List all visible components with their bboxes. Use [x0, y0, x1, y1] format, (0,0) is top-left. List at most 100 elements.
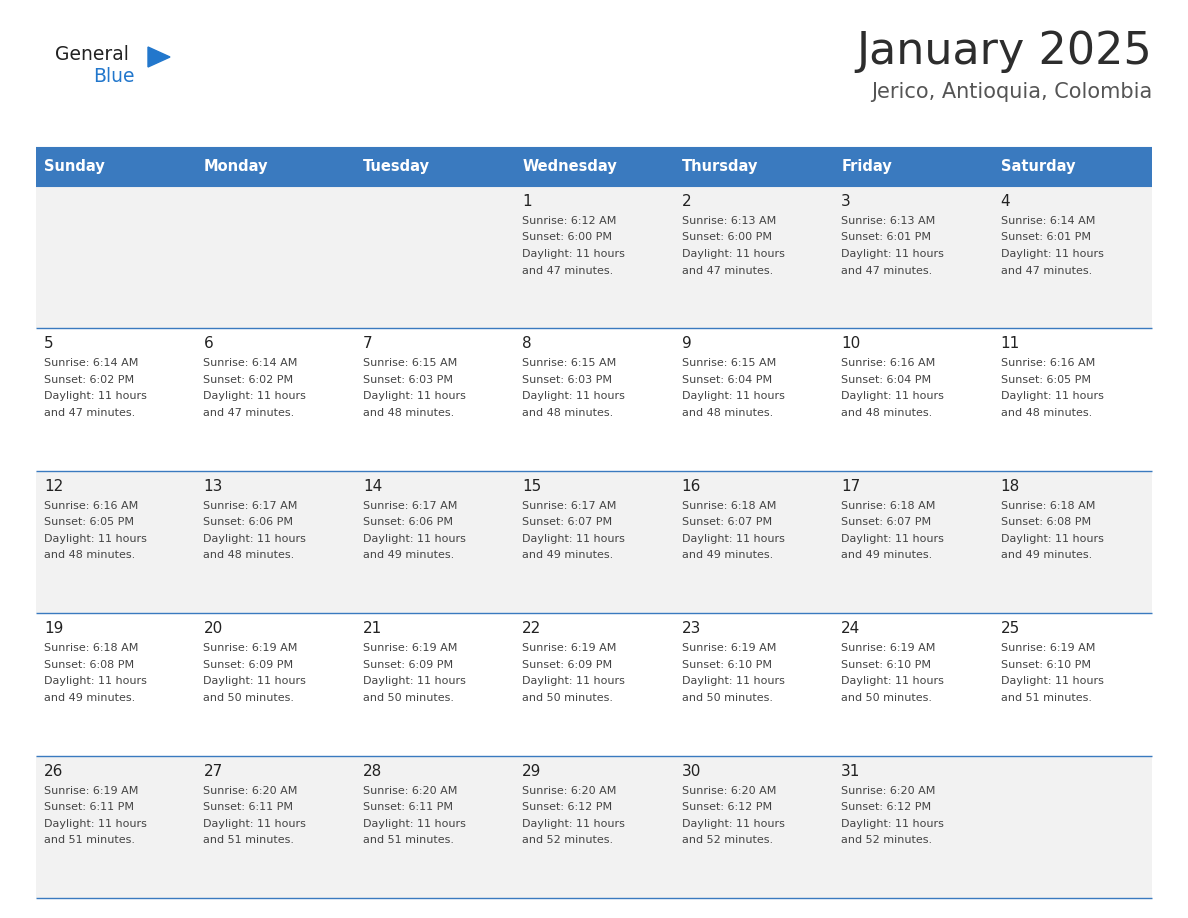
- Text: Sunday: Sunday: [44, 160, 105, 174]
- Text: Daylight: 11 hours: Daylight: 11 hours: [1000, 249, 1104, 259]
- Bar: [992, 756, 1152, 898]
- Text: 23: 23: [682, 621, 701, 636]
- Text: Sunset: 6:04 PM: Sunset: 6:04 PM: [682, 375, 772, 385]
- Text: Tuesday: Tuesday: [362, 160, 430, 174]
- Text: 22: 22: [523, 621, 542, 636]
- Text: Sunset: 6:10 PM: Sunset: 6:10 PM: [1000, 660, 1091, 670]
- Text: and 47 minutes.: and 47 minutes.: [1000, 265, 1092, 275]
- Text: Sunset: 6:01 PM: Sunset: 6:01 PM: [841, 232, 931, 242]
- Text: 28: 28: [362, 764, 383, 778]
- Text: Jerico, Antioquia, Colombia: Jerico, Antioquia, Colombia: [871, 82, 1152, 102]
- Text: Sunset: 6:06 PM: Sunset: 6:06 PM: [203, 518, 293, 527]
- Bar: [674, 148, 833, 186]
- Text: Sunset: 6:00 PM: Sunset: 6:00 PM: [682, 232, 772, 242]
- Bar: [674, 471, 833, 613]
- Bar: [992, 613, 1152, 756]
- Text: Daylight: 11 hours: Daylight: 11 hours: [362, 533, 466, 543]
- Text: and 47 minutes.: and 47 minutes.: [44, 408, 135, 418]
- Text: Sunrise: 6:18 AM: Sunrise: 6:18 AM: [44, 644, 138, 654]
- Text: Sunset: 6:09 PM: Sunset: 6:09 PM: [523, 660, 612, 670]
- Bar: [36, 471, 196, 613]
- Text: Sunrise: 6:19 AM: Sunrise: 6:19 AM: [682, 644, 776, 654]
- Text: Sunrise: 6:16 AM: Sunrise: 6:16 AM: [44, 501, 138, 510]
- Text: and 47 minutes.: and 47 minutes.: [841, 265, 933, 275]
- Text: 16: 16: [682, 479, 701, 494]
- Text: 17: 17: [841, 479, 860, 494]
- Text: 21: 21: [362, 621, 383, 636]
- Text: Daylight: 11 hours: Daylight: 11 hours: [44, 677, 147, 686]
- Text: 20: 20: [203, 621, 222, 636]
- Text: 15: 15: [523, 479, 542, 494]
- Text: Sunset: 6:07 PM: Sunset: 6:07 PM: [682, 518, 772, 527]
- Text: Sunrise: 6:19 AM: Sunrise: 6:19 AM: [203, 644, 298, 654]
- Text: 27: 27: [203, 764, 222, 778]
- Text: Sunrise: 6:16 AM: Sunrise: 6:16 AM: [841, 358, 935, 368]
- Bar: [514, 329, 674, 471]
- Text: Sunrise: 6:20 AM: Sunrise: 6:20 AM: [203, 786, 298, 796]
- Text: Sunset: 6:12 PM: Sunset: 6:12 PM: [523, 802, 612, 812]
- Text: and 51 minutes.: and 51 minutes.: [362, 835, 454, 845]
- Bar: [355, 329, 514, 471]
- Text: Sunrise: 6:17 AM: Sunrise: 6:17 AM: [523, 501, 617, 510]
- Bar: [514, 471, 674, 613]
- Bar: [36, 329, 196, 471]
- Text: Sunset: 6:10 PM: Sunset: 6:10 PM: [682, 660, 772, 670]
- Text: Daylight: 11 hours: Daylight: 11 hours: [841, 391, 944, 401]
- Text: Sunrise: 6:15 AM: Sunrise: 6:15 AM: [523, 358, 617, 368]
- Text: and 47 minutes.: and 47 minutes.: [203, 408, 295, 418]
- Text: Sunset: 6:12 PM: Sunset: 6:12 PM: [682, 802, 772, 812]
- Text: 18: 18: [1000, 479, 1019, 494]
- Text: Daylight: 11 hours: Daylight: 11 hours: [203, 391, 307, 401]
- Text: Sunrise: 6:20 AM: Sunrise: 6:20 AM: [682, 786, 776, 796]
- Text: Daylight: 11 hours: Daylight: 11 hours: [682, 819, 784, 829]
- Text: Daylight: 11 hours: Daylight: 11 hours: [523, 677, 625, 686]
- Text: Daylight: 11 hours: Daylight: 11 hours: [362, 677, 466, 686]
- Text: Sunset: 6:07 PM: Sunset: 6:07 PM: [523, 518, 612, 527]
- Bar: [992, 329, 1152, 471]
- Text: Daylight: 11 hours: Daylight: 11 hours: [44, 533, 147, 543]
- Bar: [514, 186, 674, 329]
- Text: Sunset: 6:05 PM: Sunset: 6:05 PM: [44, 518, 134, 527]
- Text: Sunset: 6:09 PM: Sunset: 6:09 PM: [203, 660, 293, 670]
- Text: Daylight: 11 hours: Daylight: 11 hours: [523, 391, 625, 401]
- Text: Daylight: 11 hours: Daylight: 11 hours: [1000, 533, 1104, 543]
- Text: 8: 8: [523, 336, 532, 352]
- Bar: [196, 613, 355, 756]
- Bar: [833, 329, 992, 471]
- Text: Daylight: 11 hours: Daylight: 11 hours: [523, 249, 625, 259]
- Text: Daylight: 11 hours: Daylight: 11 hours: [841, 819, 944, 829]
- Bar: [196, 148, 355, 186]
- Text: 26: 26: [44, 764, 63, 778]
- Bar: [674, 756, 833, 898]
- Text: Daylight: 11 hours: Daylight: 11 hours: [1000, 677, 1104, 686]
- Text: Daylight: 11 hours: Daylight: 11 hours: [523, 819, 625, 829]
- Text: and 49 minutes.: and 49 minutes.: [682, 550, 773, 560]
- Text: and 48 minutes.: and 48 minutes.: [841, 408, 933, 418]
- Text: Daylight: 11 hours: Daylight: 11 hours: [523, 533, 625, 543]
- Text: and 48 minutes.: and 48 minutes.: [682, 408, 773, 418]
- Text: Sunrise: 6:18 AM: Sunrise: 6:18 AM: [682, 501, 776, 510]
- Text: 14: 14: [362, 479, 383, 494]
- Text: and 49 minutes.: and 49 minutes.: [362, 550, 454, 560]
- Text: Sunrise: 6:17 AM: Sunrise: 6:17 AM: [203, 501, 298, 510]
- Text: Sunrise: 6:14 AM: Sunrise: 6:14 AM: [1000, 216, 1095, 226]
- Text: and 50 minutes.: and 50 minutes.: [203, 693, 295, 702]
- Text: 24: 24: [841, 621, 860, 636]
- Text: Daylight: 11 hours: Daylight: 11 hours: [203, 819, 307, 829]
- Bar: [36, 756, 196, 898]
- Text: 4: 4: [1000, 194, 1010, 209]
- Text: 5: 5: [44, 336, 53, 352]
- Bar: [674, 613, 833, 756]
- Text: and 48 minutes.: and 48 minutes.: [44, 550, 135, 560]
- Bar: [355, 186, 514, 329]
- Bar: [833, 471, 992, 613]
- Text: Daylight: 11 hours: Daylight: 11 hours: [841, 533, 944, 543]
- Text: 25: 25: [1000, 621, 1019, 636]
- Text: January 2025: January 2025: [857, 30, 1152, 73]
- Text: and 50 minutes.: and 50 minutes.: [523, 693, 613, 702]
- Text: 12: 12: [44, 479, 63, 494]
- Text: and 52 minutes.: and 52 minutes.: [682, 835, 773, 845]
- Text: Sunrise: 6:19 AM: Sunrise: 6:19 AM: [362, 644, 457, 654]
- Bar: [36, 148, 196, 186]
- Text: Sunrise: 6:19 AM: Sunrise: 6:19 AM: [841, 644, 935, 654]
